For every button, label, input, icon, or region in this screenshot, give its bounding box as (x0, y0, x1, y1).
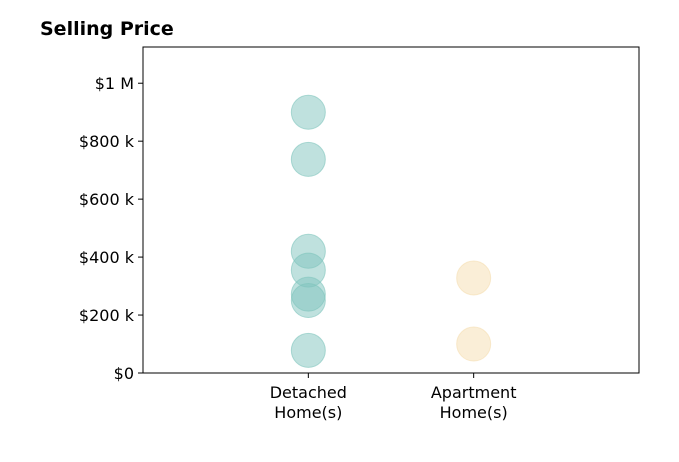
y-tick-label: $1 M (95, 74, 134, 93)
data-point (456, 326, 492, 362)
data-point (290, 141, 326, 177)
plot-frame (142, 46, 640, 374)
y-tick-label: $0 (114, 364, 134, 383)
data-point (290, 94, 326, 130)
data-point (290, 332, 326, 368)
y-tick-label: $800 k (79, 132, 135, 151)
data-point (290, 283, 326, 319)
y-tick-label: $200 k (79, 306, 135, 325)
chart-title: Selling Price (40, 18, 174, 40)
x-tick-label: Detached Home(s) (270, 383, 347, 422)
data-point (456, 260, 492, 296)
y-tick-label: $400 k (79, 248, 135, 267)
x-tick-label: Apartment Home(s) (431, 383, 517, 422)
y-tick-label: $600 k (79, 190, 135, 209)
plot-area: $0 $200 k $400 k $600 k $800 k $1 M Detached Ho… (79, 46, 640, 422)
